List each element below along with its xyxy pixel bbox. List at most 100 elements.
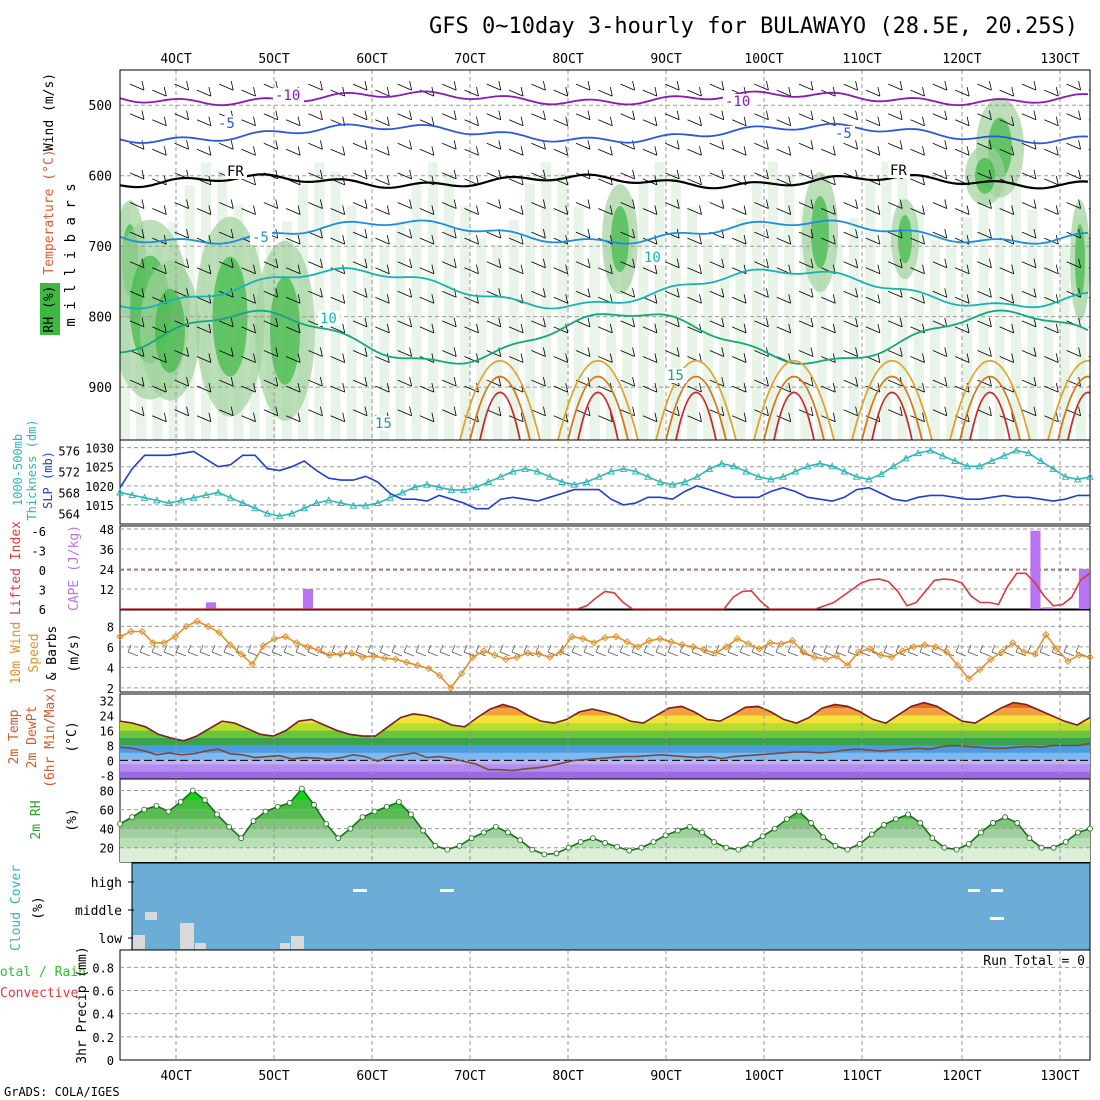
wind-barb: [219, 290, 234, 298]
wind-barb-flag: [275, 377, 279, 387]
wind-barb-flag: [431, 353, 435, 363]
wind-barb-flag: [721, 258, 725, 268]
wind-barb-flag: [721, 81, 725, 91]
rh-shading-light: [913, 208, 924, 440]
wind-barb-flag: [899, 81, 903, 91]
wind-barb-flag: [899, 347, 903, 357]
wind-barb: [642, 237, 658, 245]
warm-contour: [577, 391, 619, 440]
wind-barb: [196, 296, 212, 304]
rh-line-point: [662, 832, 669, 839]
rh-shading-light: [816, 239, 827, 440]
thickness-line-point: [607, 467, 615, 475]
temperature-side-label: Temperature (°C): [42, 149, 57, 274]
wind-barb-flag: [832, 235, 836, 245]
wind-barb: [1021, 350, 1037, 357]
wind-barb: [241, 326, 256, 334]
wind-barb: [910, 119, 925, 127]
wind-barb: [442, 320, 457, 328]
thickness-line-point: [189, 493, 198, 501]
rh-band: [120, 800, 1090, 810]
wind-barb: [798, 142, 814, 150]
wind-barb-flag: [520, 264, 524, 274]
wind-barb-flag: [966, 87, 970, 97]
wind-barb-flag: [520, 353, 524, 363]
wind-barb-flag: [520, 235, 524, 245]
wind-barb: [196, 415, 212, 423]
wind-barb: [709, 350, 724, 357]
wind-barb-flag: [409, 288, 412, 298]
wind-speed-line-point: [865, 645, 874, 653]
wind-barb-10m-flag: [343, 644, 348, 653]
wind-barb: [910, 267, 925, 275]
wind-barb: [665, 290, 680, 298]
wind-barb-flag: [609, 323, 613, 333]
thickness-line-point: [582, 477, 591, 485]
wind-barb-10m: [763, 651, 775, 657]
rh-line-point: [492, 823, 499, 830]
wind-barb-flag: [721, 288, 725, 298]
wind-barb-flag: [320, 199, 323, 209]
wind-barb: [196, 385, 212, 393]
wind-barb-10m: [1015, 651, 1027, 657]
wind-barb-flag: [810, 229, 814, 239]
wind-barb: [575, 202, 591, 209]
rh-line-point: [990, 820, 996, 826]
wind-barb: [932, 172, 947, 180]
wind-barb: [709, 202, 724, 209]
wind-barb: [776, 208, 791, 215]
wind-barb-flag: [810, 317, 814, 327]
wind-barb: [888, 231, 903, 239]
warm-contour: [851, 359, 933, 440]
thickness-line-point: [1086, 472, 1094, 480]
wind-barb: [219, 409, 234, 417]
wind-barb-flag: [587, 199, 591, 209]
wind-barb-flag: [476, 323, 479, 333]
wind-barb-10m-flag: [475, 644, 480, 653]
wind-barb-flag: [320, 110, 323, 120]
wind-barb-10m-flag: [895, 644, 900, 653]
wind-barb-10m: [547, 651, 559, 657]
wind-barb-flag: [297, 235, 301, 245]
wind-barb: [731, 237, 747, 245]
wind-barb: [486, 83, 501, 91]
precip-tick-label: 0: [107, 1054, 114, 1068]
wind-barb: [776, 326, 791, 334]
wind-barb-flag: [230, 140, 234, 150]
thickness-line-point: [165, 498, 173, 506]
wind-barb: [754, 350, 769, 357]
wind-barb-flag: [409, 406, 412, 416]
wind-barb-10m-flag: [295, 644, 300, 653]
wind-barb: [553, 89, 568, 97]
wind-tick-label: 8: [107, 620, 114, 634]
wind-barb-flag: [186, 229, 189, 239]
wind-barb-flag: [699, 116, 702, 126]
wind-barb-flag: [186, 81, 189, 91]
rh-shading-light: [638, 182, 649, 440]
rh-line-point: [553, 850, 560, 857]
pressure-axis-label: m i l l i b a r s: [63, 183, 79, 326]
wind-barb-flag: [609, 264, 613, 274]
wind-barb-10m-flag: [511, 644, 516, 653]
wind-barb: [642, 148, 658, 156]
wind-barb-flag: [766, 377, 769, 387]
rh-line-point: [808, 820, 815, 826]
wind-barb: [754, 231, 769, 239]
wind-barb: [843, 83, 858, 91]
wind-barb-flag: [342, 87, 346, 97]
precip-legend-convective: Convective: [0, 986, 78, 1001]
thickness-line-point: [693, 472, 701, 480]
rh-line-point: [250, 818, 257, 824]
wind-barb: [129, 142, 145, 150]
wind-barb-flag: [386, 116, 390, 126]
wind-barb-flag: [609, 175, 613, 185]
wind-barb: [954, 119, 970, 127]
rh-shading-light: [589, 238, 600, 440]
top-date-label: 8OCT: [552, 52, 583, 67]
wind-speed-line-point: [347, 649, 356, 657]
wind-speed-line-point: [1075, 651, 1083, 659]
rh-shading-light: [849, 218, 859, 440]
wind-barb-flag: [453, 377, 457, 387]
contour-label: FR: [890, 163, 907, 179]
wind-barb-flag: [699, 353, 702, 363]
